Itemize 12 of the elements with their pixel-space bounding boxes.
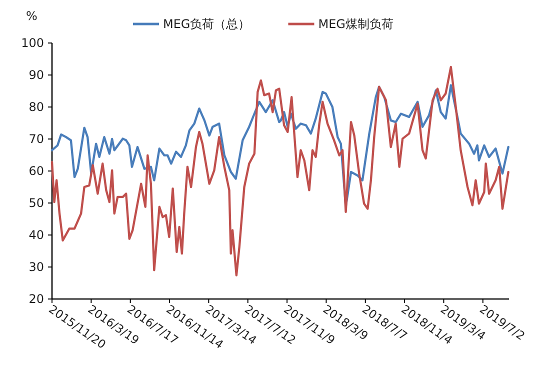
y-tick-label: 20: [28, 292, 44, 306]
y-axis-title: %: [26, 9, 38, 23]
y-tick-label: 30: [28, 260, 44, 274]
y-tick-label: 90: [28, 68, 44, 82]
y-tick-label: 50: [28, 196, 44, 210]
y-tick-label: 100: [21, 36, 44, 50]
legend-label: MEG负荷（总）: [163, 17, 250, 31]
y-tick-label: 60: [28, 164, 44, 178]
y-tick-label: 70: [28, 132, 44, 146]
legend-label: MEG煤制负荷: [318, 17, 394, 31]
y-tick-label: 80: [28, 100, 44, 114]
y-tick-label: 40: [28, 228, 44, 242]
